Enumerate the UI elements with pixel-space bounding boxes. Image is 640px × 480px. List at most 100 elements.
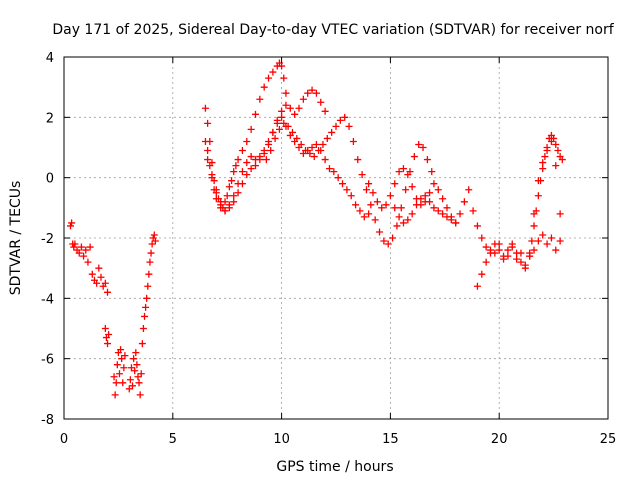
- data-point: [504, 252, 512, 260]
- data-point: [456, 210, 464, 218]
- data-point: [293, 134, 301, 142]
- data-point: [478, 270, 486, 278]
- data-point: [111, 391, 119, 399]
- data-point: [404, 216, 412, 224]
- data-point: [543, 240, 551, 248]
- data-point: [80, 252, 88, 260]
- data-point: [278, 113, 286, 121]
- data-point: [426, 198, 434, 206]
- data-point: [413, 201, 421, 209]
- data-point: [70, 243, 78, 251]
- data-point: [75, 249, 83, 257]
- data-point: [280, 119, 288, 127]
- data-point: [115, 370, 123, 378]
- data-point: [146, 258, 154, 266]
- data-point: [284, 122, 292, 130]
- data-point: [204, 147, 212, 155]
- data-point: [358, 171, 366, 179]
- data-point: [319, 140, 327, 148]
- data-point: [212, 195, 220, 203]
- data-point: [145, 270, 153, 278]
- data-point: [134, 373, 142, 381]
- data-point: [430, 204, 438, 212]
- data-point: [260, 150, 268, 158]
- data-point: [443, 204, 451, 212]
- data-point: [491, 240, 499, 248]
- data-point: [238, 180, 246, 188]
- data-point: [426, 189, 434, 197]
- x-tick-label: 0: [60, 432, 68, 447]
- data-point: [552, 140, 560, 148]
- data-point: [539, 159, 547, 167]
- data-point: [389, 234, 397, 242]
- data-point: [84, 258, 92, 266]
- y-tick-label: -8: [41, 413, 54, 428]
- data-point: [247, 165, 255, 173]
- data-point: [482, 243, 490, 251]
- data-point: [321, 107, 329, 115]
- data-point: [95, 264, 103, 272]
- data-point: [282, 101, 290, 109]
- data-point: [495, 246, 503, 254]
- data-point: [308, 86, 316, 94]
- y-tick-label: -6: [41, 353, 54, 368]
- data-point: [547, 234, 555, 242]
- data-point: [282, 89, 290, 97]
- data-point: [223, 192, 231, 200]
- data-point: [339, 180, 347, 188]
- y-tick-label: -4: [41, 292, 54, 307]
- data-point: [347, 192, 355, 200]
- data-point: [208, 171, 216, 179]
- data-point: [504, 246, 512, 254]
- data-point: [201, 104, 209, 112]
- data-point: [345, 122, 353, 130]
- data-point: [286, 104, 294, 112]
- data-point: [393, 222, 401, 230]
- data-point: [478, 234, 486, 242]
- data-point: [421, 192, 429, 200]
- data-point: [291, 110, 299, 118]
- data-point: [369, 189, 377, 197]
- data-point: [443, 213, 451, 221]
- data-point: [132, 349, 140, 357]
- y-tick-label: 2: [46, 111, 54, 126]
- data-point: [460, 198, 468, 206]
- data-point: [260, 83, 268, 91]
- y-tick-label: 4: [46, 51, 54, 66]
- data-point: [138, 340, 146, 348]
- data-point: [306, 150, 314, 158]
- data-point: [217, 198, 225, 206]
- data-point: [341, 113, 349, 121]
- data-point: [397, 204, 405, 212]
- data-point: [137, 370, 145, 378]
- data-point: [334, 174, 342, 182]
- data-point: [547, 137, 555, 145]
- data-point: [500, 255, 508, 263]
- data-point: [554, 147, 562, 155]
- data-point: [288, 128, 296, 136]
- data-point: [271, 134, 279, 142]
- x-tick-label: 15: [382, 432, 399, 447]
- data-point: [68, 219, 76, 227]
- data-point: [104, 340, 112, 348]
- data-point: [473, 222, 481, 230]
- data-point: [139, 325, 147, 332]
- data-point: [221, 207, 229, 215]
- data-point: [278, 107, 286, 115]
- data-point: [230, 168, 238, 176]
- data-point: [465, 186, 473, 194]
- data-point: [482, 258, 490, 266]
- data-point: [382, 201, 390, 209]
- data-point: [312, 89, 320, 97]
- data-point: [269, 68, 277, 76]
- data-point: [247, 125, 255, 133]
- x-tick-label: 10: [273, 432, 290, 447]
- data-point: [434, 207, 442, 215]
- data-point: [367, 201, 375, 209]
- data-point: [136, 391, 144, 399]
- data-point: [541, 153, 549, 161]
- data-point: [447, 216, 455, 224]
- data-point: [325, 165, 333, 173]
